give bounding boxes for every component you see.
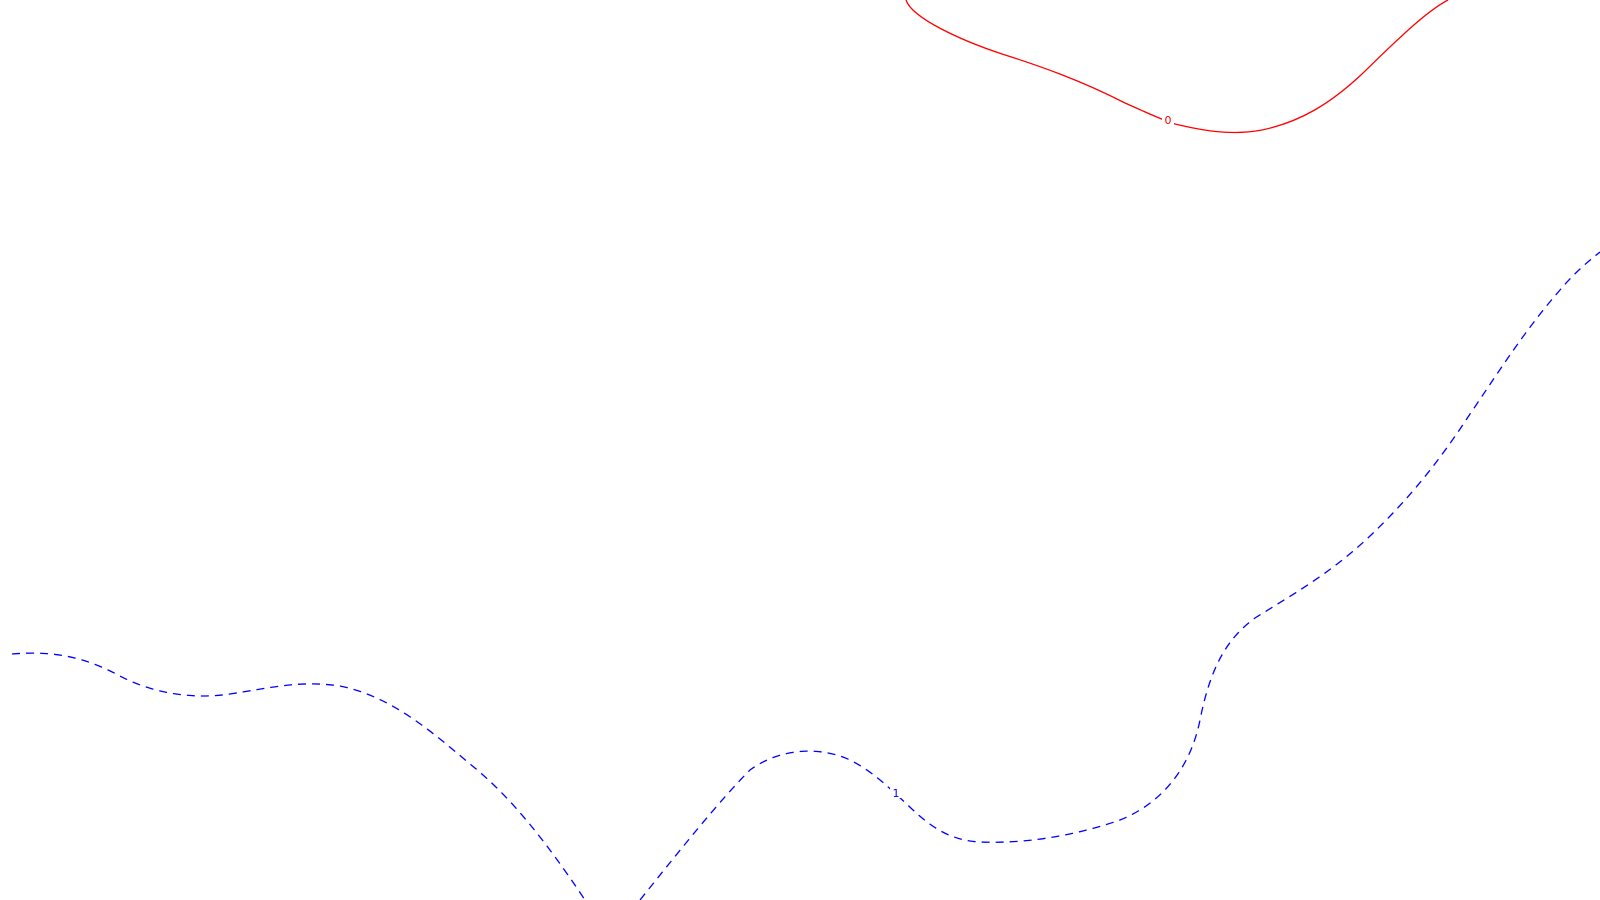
contour-label-level-1: 1 bbox=[893, 787, 900, 800]
contour-line-level-0 bbox=[905, 0, 1449, 134]
contour-label-bg-level-0 bbox=[1162, 112, 1174, 126]
contour-line-level-1 bbox=[11, 251, 1600, 900]
contour-label-level-0: 0 bbox=[1165, 114, 1172, 127]
contour-label-bg-level-1 bbox=[890, 784, 902, 798]
